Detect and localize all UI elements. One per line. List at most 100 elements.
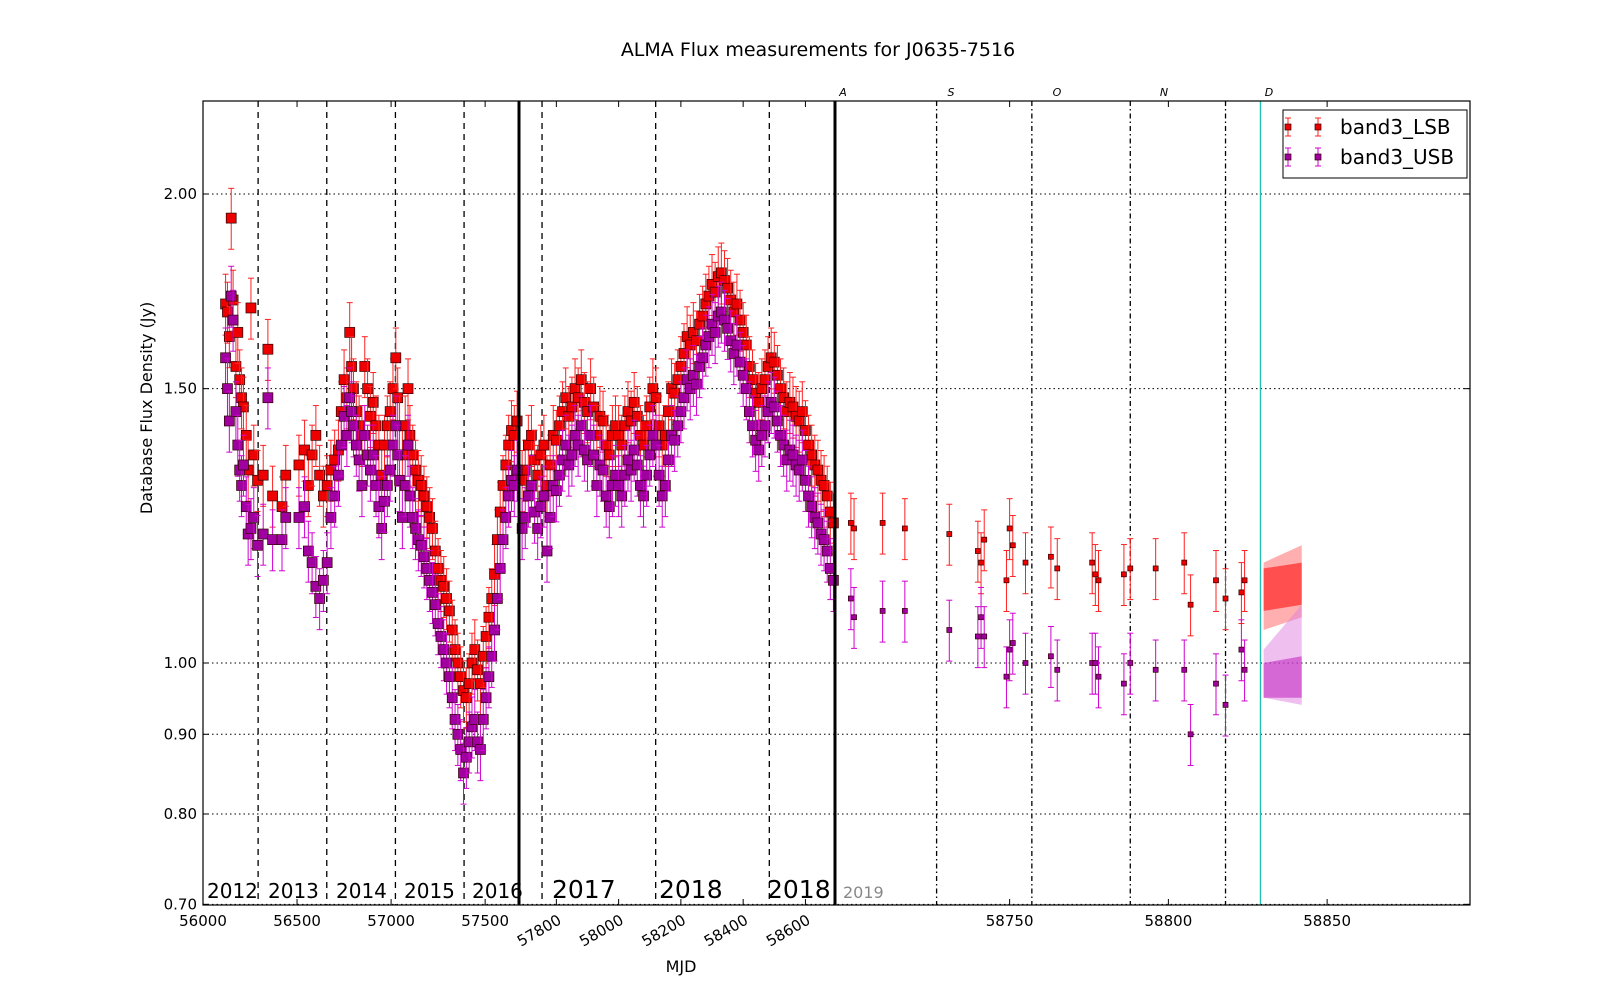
data-point <box>220 352 231 364</box>
data-point <box>402 439 414 451</box>
data-point <box>1022 660 1029 666</box>
data-point <box>310 580 322 592</box>
y-tick-label: 2.00 <box>164 185 197 203</box>
data-point <box>566 401 578 413</box>
data-point <box>747 420 758 432</box>
month-label: S <box>948 86 955 99</box>
chart-title: ALMA Flux measurements for J0635-7516 <box>621 39 1015 61</box>
data-point <box>367 396 379 408</box>
data-point <box>344 392 356 404</box>
data-point <box>306 449 318 461</box>
data-point <box>318 490 329 502</box>
data-point <box>402 383 414 395</box>
data-point <box>392 392 404 404</box>
month-label: N <box>1160 86 1168 99</box>
data-point <box>653 420 665 432</box>
data-point <box>526 480 537 491</box>
data-point <box>446 624 458 636</box>
data-point <box>772 369 783 381</box>
data-point <box>407 449 419 461</box>
data-point <box>975 633 981 640</box>
year-label: 2019 <box>843 883 884 902</box>
legend-frame <box>1282 109 1468 179</box>
data-point <box>828 517 839 529</box>
year-label: 2016 <box>472 879 523 903</box>
data-point <box>480 692 492 704</box>
data-point <box>1003 673 1010 680</box>
data-point <box>365 464 376 476</box>
data-point <box>359 429 371 441</box>
data-point <box>225 290 237 302</box>
data-point <box>280 512 292 523</box>
data-point <box>390 420 402 432</box>
data-point <box>432 563 444 574</box>
data-point <box>529 506 540 518</box>
data-point <box>314 593 325 604</box>
data-point <box>483 671 495 683</box>
forecast-bands <box>1263 545 1302 705</box>
data-point <box>421 563 433 574</box>
data-point <box>1095 673 1102 680</box>
data-point <box>232 327 244 338</box>
data-point <box>1181 666 1188 673</box>
data-point <box>469 644 481 655</box>
month-label: D <box>1265 86 1273 99</box>
data-point <box>585 429 596 441</box>
data-point <box>421 501 433 512</box>
data-point <box>452 657 464 669</box>
data-point <box>370 480 382 491</box>
data-point <box>392 449 404 461</box>
data-point <box>1127 660 1134 666</box>
data-point <box>236 480 247 491</box>
data-point <box>1054 565 1061 572</box>
data-point <box>628 444 640 456</box>
data-point <box>356 480 368 491</box>
data-point <box>848 520 854 526</box>
data-point <box>455 744 467 755</box>
data-point <box>415 480 427 491</box>
data-point <box>230 406 242 417</box>
data-point <box>1095 577 1102 584</box>
x-tick-label: 58000 <box>576 911 626 950</box>
data-point <box>230 361 242 372</box>
data-point <box>293 459 305 471</box>
data-point <box>238 459 249 471</box>
data-point <box>494 563 506 574</box>
data-point <box>653 469 665 481</box>
data-point <box>1241 666 1248 673</box>
data-point <box>344 327 356 338</box>
data-point <box>338 374 350 386</box>
data-point <box>438 580 450 592</box>
data-point <box>796 454 808 466</box>
data-point <box>650 392 662 404</box>
data-point <box>851 525 857 532</box>
data-point <box>475 678 486 689</box>
legend-entry-band3-lsb: band3_LSB <box>1340 115 1451 139</box>
y-tick-label: 1.00 <box>164 654 197 672</box>
data-point <box>597 415 609 427</box>
data-point <box>663 406 674 417</box>
data-point <box>257 469 269 481</box>
data-point <box>759 374 771 386</box>
data-point <box>675 406 687 417</box>
data-point <box>644 449 656 461</box>
data-point <box>768 356 780 368</box>
legend-marker-band3-lsb <box>1284 117 1322 137</box>
data-point <box>818 534 830 545</box>
legend-marker <box>1314 153 1322 161</box>
data-point <box>427 587 438 598</box>
x-tick-label: 58600 <box>763 911 813 950</box>
legend: band3_LSB band3_USB <box>1282 109 1468 179</box>
data-point <box>566 449 578 461</box>
data-point <box>575 420 587 432</box>
data-point <box>1238 646 1245 653</box>
data-point <box>245 302 257 314</box>
data-point <box>768 401 780 413</box>
data-point <box>446 692 458 704</box>
data-point <box>641 420 652 432</box>
data-point <box>500 512 512 523</box>
data-point <box>631 459 643 471</box>
data-point <box>803 490 814 502</box>
data-point <box>1003 577 1010 584</box>
